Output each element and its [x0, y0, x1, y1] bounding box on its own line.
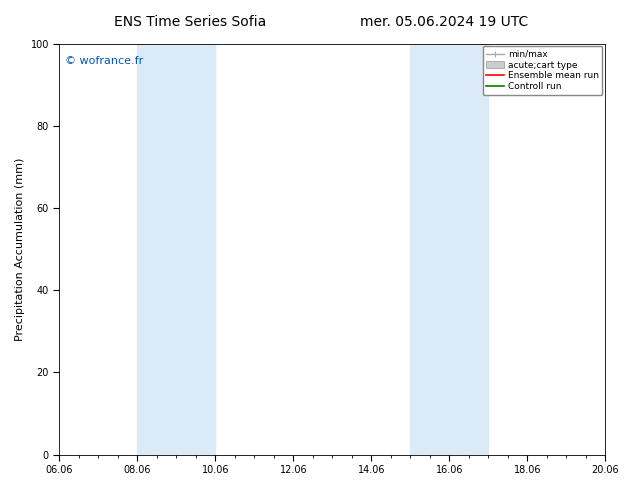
Bar	[138, 44, 216, 455]
Legend: min/max, acute;cart type, Ensemble mean run, Controll run: min/max, acute;cart type, Ensemble mean …	[482, 46, 602, 95]
Text: mer. 05.06.2024 19 UTC: mer. 05.06.2024 19 UTC	[359, 15, 528, 29]
Bar	[410, 44, 488, 455]
Text: ENS Time Series Sofia: ENS Time Series Sofia	[114, 15, 266, 29]
Y-axis label: Precipitation Accumulation (mm): Precipitation Accumulation (mm)	[15, 157, 25, 341]
Text: © wofrance.fr: © wofrance.fr	[65, 56, 143, 66]
